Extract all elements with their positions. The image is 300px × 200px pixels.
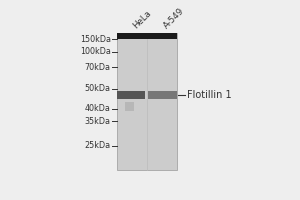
Text: 70kDa: 70kDa — [85, 63, 111, 72]
Text: 150kDa: 150kDa — [80, 35, 111, 44]
Text: 40kDa: 40kDa — [85, 104, 111, 113]
Text: A-549: A-549 — [162, 6, 186, 30]
Bar — [148, 91, 176, 99]
Text: 35kDa: 35kDa — [85, 117, 111, 126]
Bar — [125, 102, 134, 111]
Bar — [117, 91, 145, 99]
Text: 50kDa: 50kDa — [85, 84, 111, 93]
Bar — [117, 33, 177, 39]
Text: HeLa: HeLa — [132, 8, 154, 30]
Text: 100kDa: 100kDa — [80, 47, 111, 56]
Bar — [117, 33, 177, 170]
Text: 25kDa: 25kDa — [85, 141, 111, 150]
Text: Flotillin 1: Flotillin 1 — [188, 90, 232, 100]
